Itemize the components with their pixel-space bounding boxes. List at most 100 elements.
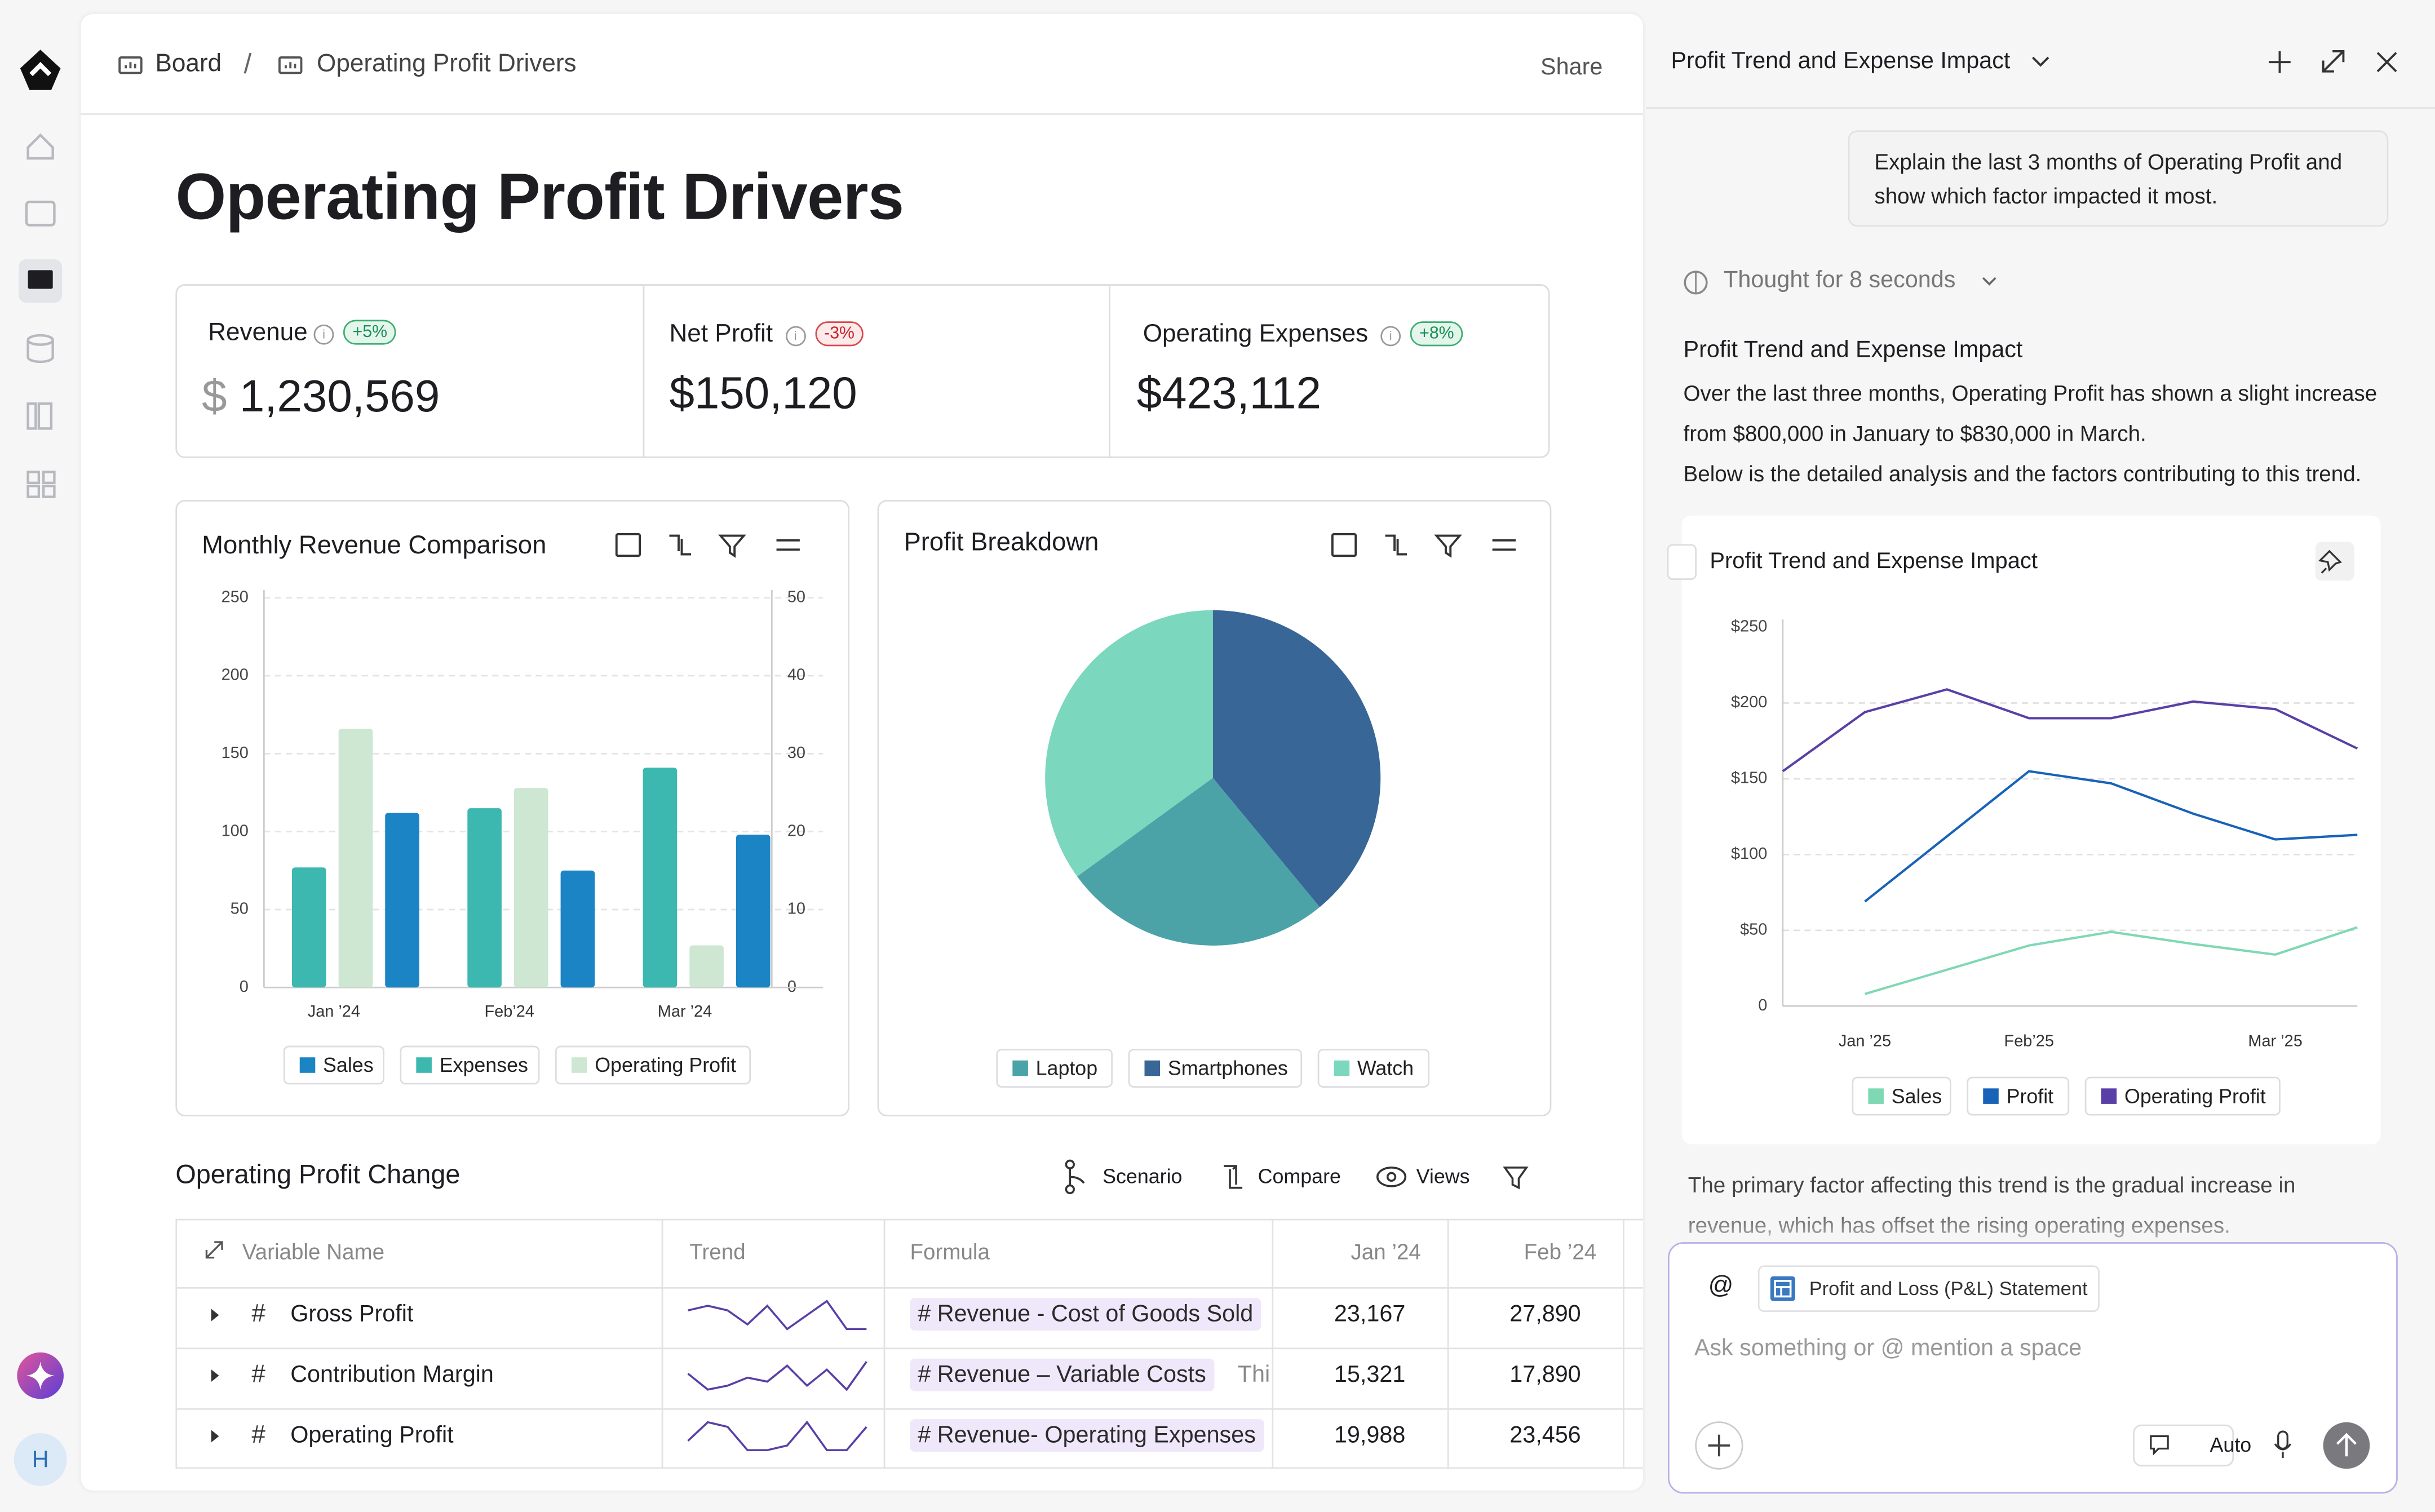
row-name[interactable]: Operating Profit xyxy=(290,1422,454,1449)
data-icon[interactable] xyxy=(26,334,54,346)
legend-chip xyxy=(1967,1076,2070,1116)
x-tick-label: Mar ’25 xyxy=(2248,1032,2302,1050)
share-button[interactable]: Share xyxy=(1540,54,1603,81)
chart-title: Profit Breakdown xyxy=(904,527,1099,556)
kpi-amount: 1,230,569 xyxy=(239,373,440,423)
line-series xyxy=(1864,926,2358,995)
panel-controls xyxy=(2032,50,2397,73)
source-chip[interactable]: Profit and Loss (P&L) Statement xyxy=(1757,1265,2100,1313)
bar xyxy=(291,867,326,988)
answer-paragraph: Over the last three months, Operating Pr… xyxy=(1683,380,2378,446)
bar xyxy=(643,768,678,988)
value-cell: 27,890 xyxy=(1509,1301,1581,1328)
library-icon[interactable] xyxy=(26,402,37,430)
thought-toggle[interactable]: Thought for 8 seconds xyxy=(1724,267,1956,294)
kpi-label: Net Profit i -3% xyxy=(669,321,864,349)
pie-slice xyxy=(1212,610,1381,907)
user-message: Explain the last 3 months of Operating P… xyxy=(1848,130,2389,227)
y-tick-label: 200 xyxy=(222,666,249,684)
legend-label: Laptop xyxy=(1036,1057,1097,1080)
avatar[interactable] xyxy=(14,1433,67,1486)
formula-note: Thi xyxy=(1237,1362,1270,1389)
mention-button[interactable]: @ xyxy=(1708,1273,1734,1300)
chart-title: Monthly Revenue Comparison xyxy=(202,530,546,559)
logo[interactable] xyxy=(20,50,61,90)
tool-views[interactable]: Views xyxy=(1416,1164,1470,1188)
panel-title[interactable]: Profit Trend and Expense Impact xyxy=(1671,48,2011,75)
row-expander xyxy=(211,1309,219,1322)
apps-icon[interactable] xyxy=(26,471,41,485)
kpi-row: Revenue i +5% $ 1,230,569 Net Profit i -3% $… xyxy=(175,284,1550,458)
top-bar: Board / Operating Profit Drivers Share xyxy=(81,14,1643,115)
legend-chip xyxy=(1317,1049,1430,1088)
legend-label: Operating Profit xyxy=(2124,1085,2266,1107)
breadcrumb-board[interactable]: Board xyxy=(155,51,222,78)
y-tick-label: 150 xyxy=(222,744,249,762)
mode-label[interactable]: Auto xyxy=(2210,1433,2252,1457)
bar xyxy=(513,788,548,988)
tool-compare[interactable]: Compare xyxy=(1258,1164,1341,1188)
revenue-card xyxy=(175,500,850,1116)
legend-swatch xyxy=(1868,1088,1884,1104)
sparkline xyxy=(687,1420,867,1452)
legend-swatch xyxy=(1144,1060,1161,1076)
breadcrumb-sep: / xyxy=(244,48,252,79)
y2-tick-label: 50 xyxy=(787,588,805,606)
x-tick-label: Feb’25 xyxy=(2004,1032,2054,1050)
y-tick-label: $150 xyxy=(1731,769,1767,787)
assistant-panel: Profit Trend and Expense Impact Explain … xyxy=(1646,0,2435,1505)
row-name[interactable]: Contribution Margin xyxy=(290,1362,494,1389)
line-series xyxy=(1782,688,2358,773)
hash-icon: # xyxy=(251,1360,265,1388)
column-header[interactable]: Feb ’24 xyxy=(1524,1239,1597,1264)
legend-label: Smartphones xyxy=(1168,1057,1288,1080)
table-title: Operating Profit Change xyxy=(175,1160,461,1190)
legend-chip xyxy=(996,1049,1113,1088)
column-header[interactable]: Formula xyxy=(910,1239,990,1264)
answer-title: Profit Trend and Expense Impact xyxy=(1683,336,2023,363)
table-icon[interactable] xyxy=(25,200,56,227)
breadcrumb-page[interactable]: Operating Profit Drivers xyxy=(317,51,577,78)
bar xyxy=(689,945,724,988)
column-header[interactable]: Variable Name xyxy=(242,1239,385,1264)
calendar-icon xyxy=(1331,533,1357,557)
settings-icon xyxy=(1492,539,1516,551)
sparkline xyxy=(687,1361,867,1391)
board-icon xyxy=(278,56,303,74)
row-name[interactable]: Gross Profit xyxy=(290,1301,414,1328)
bar xyxy=(385,813,419,988)
compare-icon xyxy=(669,534,692,556)
row-expander xyxy=(211,1430,219,1443)
y2-tick-label: 10 xyxy=(787,900,805,918)
table xyxy=(175,1218,1643,1469)
x-tick-label: Jan ’24 xyxy=(308,1003,360,1021)
column-header[interactable]: Jan ’24 xyxy=(1351,1239,1421,1264)
legend-label: Profit xyxy=(2007,1085,2054,1107)
pie-slice xyxy=(1077,778,1320,946)
value-cell: 19,988 xyxy=(1334,1422,1406,1449)
compare-icon xyxy=(1385,534,1407,556)
calendar-icon xyxy=(615,533,641,557)
hash-icon: # xyxy=(251,1421,265,1448)
input-placeholder: Ask something or @ mention a space xyxy=(1694,1335,2082,1362)
sidebar-icons: H xyxy=(14,50,67,1486)
tool-scenario[interactable]: Scenario xyxy=(1103,1164,1183,1188)
column-header[interactable]: Trend xyxy=(689,1239,746,1264)
y-tick-label: $250 xyxy=(1731,618,1767,636)
kpi-badge: -3% xyxy=(814,321,864,347)
bar xyxy=(560,870,595,988)
x-tick-label: Feb’24 xyxy=(484,1003,534,1021)
row-expander xyxy=(211,1369,219,1382)
sidebar: H xyxy=(0,0,81,1505)
bar xyxy=(736,835,771,988)
legend-label: Operating Profit xyxy=(595,1054,736,1076)
chart-tools xyxy=(615,533,800,558)
home-icon[interactable] xyxy=(26,133,54,160)
formula[interactable]: # Revenue - Cost of Goods Sold xyxy=(910,1298,1261,1331)
source-chip-label: Profit and Loss (P&L) Statement xyxy=(1809,1278,2088,1300)
legend-swatch xyxy=(1334,1060,1350,1076)
formula[interactable]: # Revenue- Operating Expenses xyxy=(910,1419,1264,1452)
formula[interactable]: # Revenue – Variable Costs xyxy=(910,1358,1214,1391)
kpi-label: Revenue i +5% xyxy=(208,320,397,348)
